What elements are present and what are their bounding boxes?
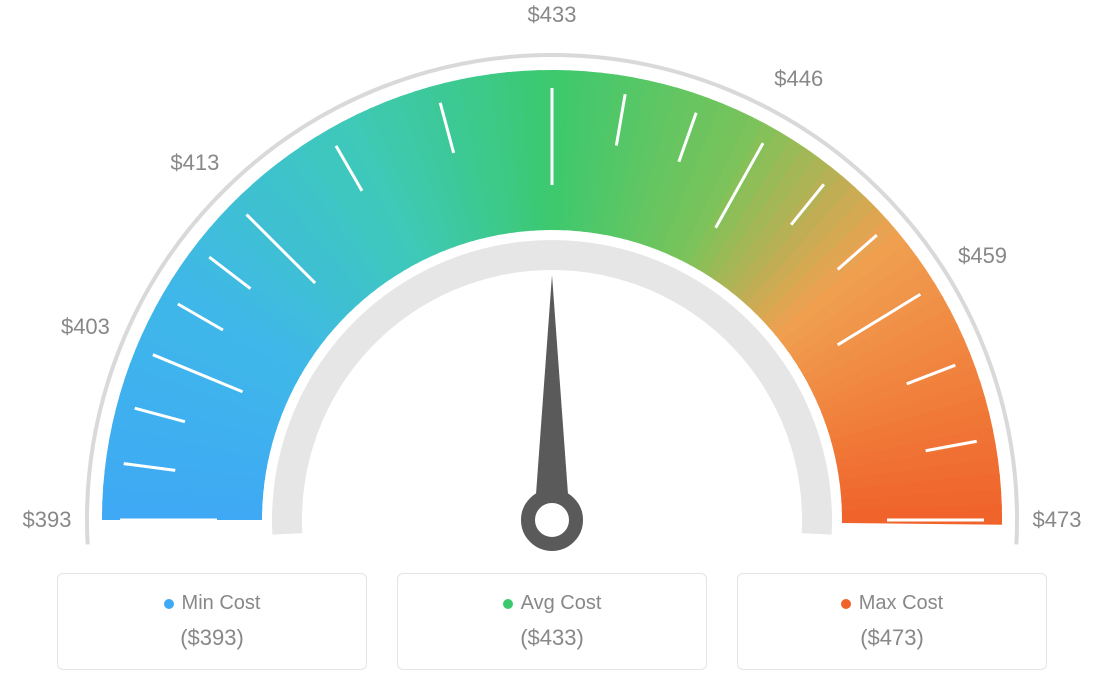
legend-label-text-max: Max Cost (859, 592, 943, 615)
tick-label: $446 (774, 66, 823, 92)
legend-label-max: Max Cost (762, 592, 1022, 615)
legend-value-max: ($473) (762, 625, 1022, 651)
tick-label: $433 (528, 2, 577, 28)
legend-box-avg: Avg Cost ($433) (397, 573, 707, 670)
legend-box-max: Max Cost ($473) (737, 573, 1047, 670)
tick-label: $473 (1033, 507, 1082, 533)
legend-label-avg: Avg Cost (422, 592, 682, 615)
legend-dot-max (841, 599, 851, 609)
tick-label: $459 (958, 243, 1007, 269)
legend-dot-avg (503, 599, 513, 609)
legend-label-min: Min Cost (82, 592, 342, 615)
legend-label-text-min: Min Cost (182, 592, 261, 615)
gauge-chart-container: $393 $403 $413 $433 $446 $459 $473 Min Cost ($… (0, 0, 1104, 690)
tick-label: $393 (23, 507, 72, 533)
gauge-area: $393 $403 $413 $433 $446 $459 $473 (0, 0, 1104, 560)
gauge-svg (0, 0, 1104, 560)
legend-dot-min (164, 599, 174, 609)
tick-label: $403 (61, 314, 110, 340)
legend-value-avg: ($433) (422, 625, 682, 651)
legend-label-text-avg: Avg Cost (521, 592, 602, 615)
legend-box-min: Min Cost ($393) (57, 573, 367, 670)
legend-area: Min Cost ($393) Avg Cost ($433) Max Cost… (0, 573, 1104, 670)
legend-value-min: ($393) (82, 625, 342, 651)
tick-label: $413 (170, 150, 219, 176)
